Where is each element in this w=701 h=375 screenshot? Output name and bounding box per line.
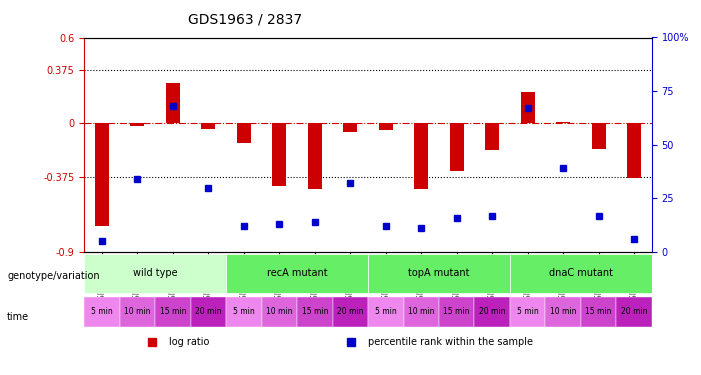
Bar — [130, 123, 144, 126]
Text: GDS1963 / 2837: GDS1963 / 2837 — [189, 12, 302, 26]
Text: 20 min: 20 min — [621, 307, 648, 316]
FancyBboxPatch shape — [261, 297, 297, 327]
FancyBboxPatch shape — [120, 297, 155, 327]
Bar — [627, 123, 641, 178]
Text: log ratio: log ratio — [170, 338, 210, 348]
Bar — [201, 123, 215, 129]
Bar — [165, 83, 180, 123]
Text: 15 min: 15 min — [585, 307, 612, 316]
FancyBboxPatch shape — [84, 254, 226, 293]
Bar — [485, 123, 499, 150]
FancyBboxPatch shape — [84, 297, 120, 327]
FancyBboxPatch shape — [545, 297, 581, 327]
Bar — [343, 123, 358, 132]
Bar — [521, 92, 535, 123]
Text: time: time — [7, 312, 29, 322]
Text: 5 min: 5 min — [91, 307, 113, 316]
Bar — [414, 123, 428, 189]
Text: 20 min: 20 min — [337, 307, 364, 316]
FancyBboxPatch shape — [368, 297, 404, 327]
FancyBboxPatch shape — [475, 297, 510, 327]
Bar — [449, 123, 464, 171]
FancyBboxPatch shape — [297, 297, 332, 327]
Text: 5 min: 5 min — [233, 307, 254, 316]
Text: dnaC mutant: dnaC mutant — [549, 268, 613, 279]
FancyBboxPatch shape — [510, 297, 545, 327]
FancyBboxPatch shape — [155, 297, 191, 327]
FancyBboxPatch shape — [226, 254, 368, 293]
Bar — [592, 123, 606, 149]
Text: 5 min: 5 min — [375, 307, 397, 316]
Bar — [556, 122, 571, 123]
FancyBboxPatch shape — [226, 297, 261, 327]
FancyBboxPatch shape — [191, 297, 226, 327]
Bar — [272, 123, 287, 186]
Text: 15 min: 15 min — [301, 307, 328, 316]
Text: wild type: wild type — [132, 268, 177, 279]
FancyBboxPatch shape — [510, 254, 652, 293]
FancyBboxPatch shape — [404, 297, 439, 327]
Text: 10 min: 10 min — [408, 307, 435, 316]
Text: 10 min: 10 min — [266, 307, 292, 316]
Text: 5 min: 5 min — [517, 307, 538, 316]
Bar — [308, 123, 322, 189]
FancyBboxPatch shape — [368, 254, 510, 293]
Text: 10 min: 10 min — [550, 307, 576, 316]
Text: genotype/variation: genotype/variation — [7, 271, 100, 280]
Text: 15 min: 15 min — [160, 307, 186, 316]
Bar — [95, 123, 109, 226]
FancyBboxPatch shape — [332, 297, 368, 327]
Text: topA mutant: topA mutant — [408, 268, 470, 279]
Text: 15 min: 15 min — [444, 307, 470, 316]
Bar — [379, 123, 393, 130]
Text: 20 min: 20 min — [195, 307, 222, 316]
Text: percentile rank within the sample: percentile rank within the sample — [368, 338, 533, 348]
FancyBboxPatch shape — [581, 297, 616, 327]
Text: recA mutant: recA mutant — [267, 268, 327, 279]
FancyBboxPatch shape — [439, 297, 475, 327]
Text: 20 min: 20 min — [479, 307, 505, 316]
FancyBboxPatch shape — [616, 297, 652, 327]
Bar — [237, 123, 251, 143]
Text: 10 min: 10 min — [124, 307, 151, 316]
